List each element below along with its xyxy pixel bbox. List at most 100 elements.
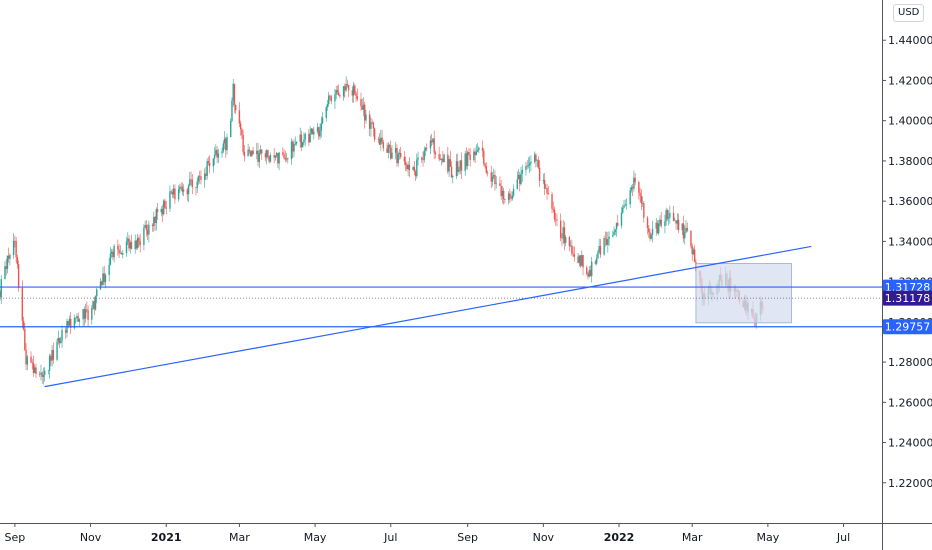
candle bbox=[692, 247, 695, 256]
candle bbox=[520, 166, 522, 186]
candle-body bbox=[155, 209, 158, 223]
candle bbox=[308, 129, 310, 146]
candle bbox=[50, 354, 52, 366]
candle-body bbox=[230, 121, 232, 138]
candle-body bbox=[495, 183, 497, 185]
currency-button[interactable]: USD bbox=[893, 4, 925, 22]
price-axis[interactable] bbox=[882, 0, 932, 550]
candle bbox=[345, 76, 347, 93]
candle bbox=[41, 370, 43, 384]
x-tick-label: Mar bbox=[229, 531, 250, 544]
candle bbox=[373, 127, 376, 143]
time-axis[interactable] bbox=[0, 523, 882, 550]
candle-body bbox=[275, 152, 278, 156]
candle-body bbox=[32, 362, 35, 373]
candle bbox=[320, 116, 322, 138]
candle-body bbox=[537, 160, 540, 168]
candle bbox=[77, 312, 79, 322]
candle-body bbox=[26, 356, 28, 365]
candle bbox=[35, 363, 37, 378]
trendline[interactable] bbox=[44, 245, 812, 388]
candle-body bbox=[674, 220, 676, 222]
candle-body bbox=[248, 149, 251, 152]
candle-body bbox=[569, 245, 572, 247]
candle bbox=[213, 147, 216, 166]
candle-body bbox=[70, 318, 72, 329]
x-tick-label: Jul bbox=[836, 531, 850, 544]
candle-body bbox=[648, 228, 650, 233]
level-price-tag[interactable]: 1.29757 bbox=[883, 319, 932, 335]
candle-body bbox=[520, 173, 522, 185]
candle-body bbox=[533, 154, 536, 162]
candle bbox=[681, 223, 683, 236]
candle-body bbox=[422, 159, 424, 161]
candle-body bbox=[421, 157, 423, 160]
current-price-tag[interactable]: 1.31178 bbox=[883, 290, 932, 306]
candle-body bbox=[388, 144, 391, 148]
candle bbox=[267, 149, 269, 160]
candle bbox=[536, 158, 538, 167]
candle-body bbox=[42, 375, 45, 377]
candle-body bbox=[96, 289, 98, 297]
candle bbox=[371, 119, 373, 125]
candle bbox=[56, 338, 58, 362]
candle-body bbox=[326, 104, 329, 108]
candle-body bbox=[413, 167, 416, 172]
candle-body bbox=[87, 310, 89, 320]
candle-body bbox=[119, 253, 122, 254]
candle bbox=[169, 185, 171, 212]
candle bbox=[582, 254, 584, 276]
x-tick-label: Sep bbox=[457, 531, 478, 544]
candle-body bbox=[199, 175, 201, 177]
candle-body bbox=[283, 154, 285, 159]
x-tick-label: 2021 bbox=[151, 531, 182, 544]
candle bbox=[617, 215, 619, 227]
candle-body bbox=[690, 230, 692, 246]
candle bbox=[603, 235, 605, 256]
candle-body bbox=[120, 253, 123, 255]
candle bbox=[87, 305, 89, 327]
candle-body bbox=[484, 163, 486, 166]
candle bbox=[222, 140, 224, 154]
candle bbox=[362, 97, 365, 117]
candle-body bbox=[117, 245, 119, 250]
candle bbox=[586, 265, 588, 276]
candle bbox=[648, 225, 650, 238]
candle bbox=[316, 122, 319, 134]
candle bbox=[368, 110, 371, 136]
candle bbox=[94, 295, 97, 311]
candle bbox=[31, 359, 33, 370]
candle-body bbox=[25, 349, 27, 365]
candle-body bbox=[61, 330, 63, 342]
candle-body bbox=[483, 151, 485, 164]
candle bbox=[153, 211, 155, 232]
candle bbox=[398, 148, 401, 160]
candle-body bbox=[266, 150, 268, 158]
candle-body bbox=[414, 171, 417, 177]
candle-body bbox=[86, 309, 88, 311]
candle-body bbox=[58, 337, 61, 344]
candle bbox=[578, 254, 581, 267]
candle bbox=[589, 265, 592, 277]
candle bbox=[180, 182, 182, 191]
range-zone[interactable] bbox=[695, 263, 792, 324]
candle-body bbox=[313, 131, 315, 135]
candle bbox=[360, 92, 362, 111]
candle bbox=[190, 171, 192, 186]
candle-body bbox=[630, 187, 633, 191]
candle-body bbox=[311, 128, 314, 135]
candle bbox=[9, 253, 11, 266]
candle bbox=[474, 147, 476, 163]
candle-body bbox=[6, 255, 9, 269]
candle bbox=[215, 144, 217, 156]
candle bbox=[93, 296, 95, 316]
candle-body bbox=[65, 330, 67, 333]
candle bbox=[207, 156, 210, 166]
candle-body bbox=[362, 104, 365, 110]
candle bbox=[440, 158, 443, 166]
candle-body bbox=[93, 301, 95, 310]
candle bbox=[155, 207, 158, 231]
candle-body bbox=[130, 242, 133, 250]
